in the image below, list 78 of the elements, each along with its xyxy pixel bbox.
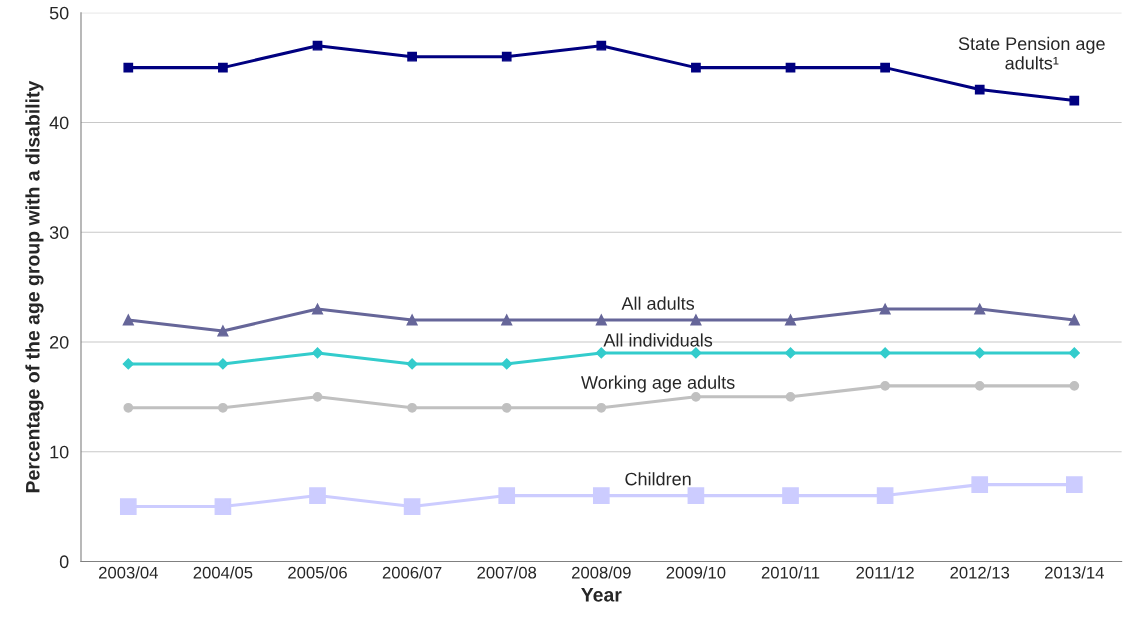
point xyxy=(690,347,702,359)
point xyxy=(592,487,610,504)
point xyxy=(876,487,894,504)
point xyxy=(403,498,421,515)
x-axis-title: Year xyxy=(581,588,622,602)
point xyxy=(880,62,890,73)
point xyxy=(595,347,607,359)
point xyxy=(122,314,134,326)
point xyxy=(119,498,137,515)
point xyxy=(501,402,512,413)
y-tick-label: 50 xyxy=(49,6,69,20)
series-label: All adults xyxy=(621,296,695,310)
y-tick-label: 30 xyxy=(49,226,69,239)
point xyxy=(501,314,513,326)
x-tick-label: 2009/10 xyxy=(666,566,726,579)
point xyxy=(311,303,324,315)
point xyxy=(782,487,799,504)
x-tick-label: 2010/11 xyxy=(761,566,820,579)
y-tick-label: 10 xyxy=(50,445,69,459)
point xyxy=(501,358,513,370)
point xyxy=(407,402,417,413)
point xyxy=(974,303,986,315)
x-tick-label: 2005/06 xyxy=(288,566,347,579)
y-axis-title: Percentage of the age group with a disability xyxy=(25,80,44,493)
point xyxy=(596,40,607,51)
point xyxy=(1068,347,1080,359)
point xyxy=(312,40,323,51)
y-tick-label: 20 xyxy=(50,335,69,349)
point xyxy=(311,347,324,359)
series-label: Working age adults xyxy=(581,375,735,393)
point xyxy=(691,391,701,402)
point xyxy=(595,314,607,326)
x-tick-label: 2003/04 xyxy=(99,566,158,579)
point xyxy=(406,314,418,326)
point xyxy=(1069,381,1080,391)
point xyxy=(217,325,229,337)
point xyxy=(691,62,701,73)
series-label: All individuals xyxy=(603,333,713,347)
point xyxy=(879,347,891,359)
point xyxy=(501,51,512,62)
point xyxy=(218,62,228,73)
point xyxy=(974,347,986,359)
y-tick-label: 0 xyxy=(59,555,69,569)
point xyxy=(123,402,134,413)
point xyxy=(309,487,326,504)
point xyxy=(122,358,134,370)
x-tick-label: 2007/08 xyxy=(477,566,537,579)
point xyxy=(785,391,796,402)
point xyxy=(406,358,418,370)
point xyxy=(784,314,797,326)
point xyxy=(596,402,607,413)
point xyxy=(217,358,229,370)
point xyxy=(214,498,232,515)
x-tick-label: 2004/05 xyxy=(193,566,253,579)
series-label: State Pension age adults¹ xyxy=(958,36,1105,70)
series-label: Children xyxy=(625,472,691,486)
point xyxy=(123,62,134,73)
point xyxy=(690,314,702,326)
y-tick-label: 40 xyxy=(49,116,69,130)
point xyxy=(974,84,985,95)
point xyxy=(407,51,417,62)
point xyxy=(1068,314,1080,326)
point xyxy=(1069,95,1080,106)
point xyxy=(312,391,323,402)
point xyxy=(1065,476,1083,493)
x-tick-label: 2008/09 xyxy=(572,566,631,579)
point xyxy=(218,402,228,413)
point xyxy=(971,476,989,493)
point xyxy=(687,487,705,504)
point xyxy=(784,347,797,359)
point xyxy=(880,381,890,391)
point xyxy=(879,303,891,315)
x-tick-label: 2012/13 xyxy=(950,566,1010,579)
point xyxy=(498,487,516,504)
x-tick-label: 2006/07 xyxy=(382,566,442,579)
x-tick-label: 2011/12 xyxy=(856,566,914,579)
point xyxy=(974,381,985,391)
x-tick-label: 2013/14 xyxy=(1045,566,1104,579)
